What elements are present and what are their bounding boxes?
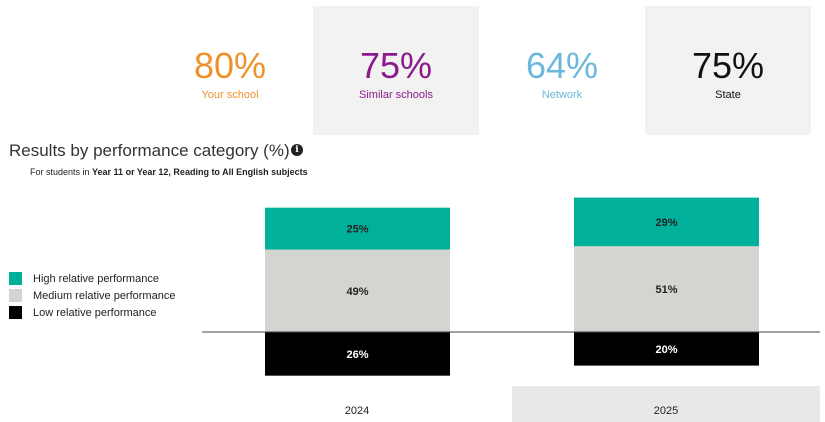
data-label-medium-2024: 49%: [346, 286, 368, 298]
stat-value: 75%: [691, 45, 765, 86]
category-label-2024: 2024: [345, 405, 369, 417]
stat-your-school: 80% Your school: [147, 6, 313, 135]
data-label-high-2024: 25%: [346, 224, 368, 236]
chart-legend: High relative performance Medium relativ…: [9, 270, 175, 321]
stat-value: 75%: [359, 45, 433, 86]
stat-label: Your school: [201, 89, 259, 101]
section-title: Results by performance category (%): [9, 141, 290, 160]
legend-label: Medium relative performance: [33, 289, 176, 302]
legend-item-medium: Medium relative performance: [9, 287, 175, 304]
stat-state: 75% State: [645, 6, 811, 135]
stat-value: 64%: [525, 45, 599, 86]
data-label-low-2025: 20%: [655, 344, 677, 356]
bar-segment-high-2024[interactable]: [265, 207, 450, 250]
data-label-low-2024: 26%: [346, 349, 368, 361]
legend-label: High relative performance: [33, 272, 159, 285]
stat-label: State: [715, 89, 741, 101]
chart-subtitle: For students in Year 11 or Year 12, Read…: [30, 166, 308, 178]
stat-label: Similar schools: [359, 89, 433, 101]
bar-segment-low-2024[interactable]: [265, 332, 450, 376]
bar-segment-medium-2024[interactable]: [265, 249, 450, 332]
legend-swatch: [9, 289, 22, 302]
stat-label: Network: [541, 89, 583, 101]
legend-item-low: Low relative performance: [9, 304, 175, 321]
stat-network: 64% Network: [479, 6, 645, 135]
bar-segment-low-2025[interactable]: [574, 332, 759, 366]
subtitle-prefix: For students in: [30, 167, 93, 177]
legend-item-high: High relative performance: [9, 270, 175, 287]
data-label-high-2025: 29%: [655, 217, 677, 229]
stat-value: 80%: [193, 45, 267, 86]
category-label-2025: 2025: [654, 405, 678, 417]
stat-similar-schools: 75% Similar schools: [313, 6, 479, 135]
legend-label: Low relative performance: [33, 306, 157, 319]
subtitle-bold: Year 11 or Year 12, Reading to All Engli…: [92, 167, 308, 177]
category-highlight: [512, 386, 820, 422]
info-icon[interactable]: i: [291, 144, 303, 156]
bar-segment-high-2025[interactable]: [574, 197, 759, 247]
bar-segment-medium-2025[interactable]: [574, 246, 759, 332]
legend-swatch: [9, 272, 22, 285]
data-label-medium-2025: 51%: [655, 284, 677, 296]
legend-swatch: [9, 306, 22, 319]
